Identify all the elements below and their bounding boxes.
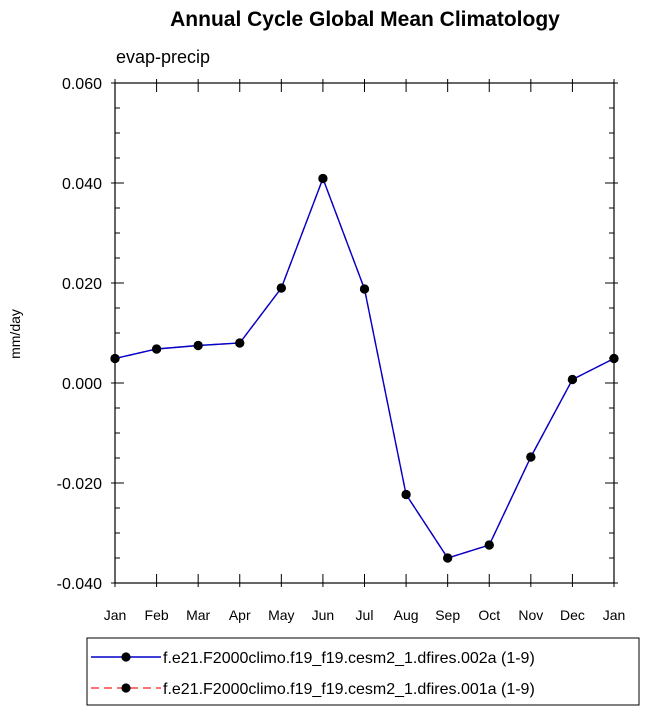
x-axis: Jan Feb Mar Apr May Jun Jul Aug Sep Oct Nov Dec Jan: [104, 79, 626, 623]
legend-box: [86, 637, 640, 706]
y-axis-label: mm/day: [7, 309, 23, 359]
plot-frame: [114, 82, 615, 584]
x-tick-label: Aug: [394, 607, 419, 623]
data-point-series-2: [401, 489, 411, 500]
x-tick-label: Jan: [104, 607, 127, 623]
x-tick-label: Jul: [356, 607, 374, 623]
series-lines: [114, 176, 615, 559]
x-tick-label: Dec: [560, 607, 585, 623]
series-line-2: [114, 176, 615, 559]
x-tick-label: Sep: [435, 607, 460, 623]
x-tick-label: Mar: [186, 607, 210, 623]
data-point-series-2: [526, 452, 536, 462]
series-points: [110, 173, 619, 563]
chart-title: Annual Cycle Global Mean Climatology: [170, 8, 560, 31]
legend-marker-1: [121, 652, 131, 662]
data-point-series-2: [567, 374, 578, 385]
legend-label-2: f.e21.F2000climo.f19_f19.cesm2_1.dfires.…: [163, 681, 535, 698]
x-tick-label: Oct: [478, 607, 500, 623]
chart-subtitle: evap-precip: [116, 47, 210, 67]
legend: f.e21.F2000climo.f19_f19.cesm2_1.dfires.…: [86, 637, 640, 706]
x-tick-label: Jan: [603, 607, 626, 623]
data-point-series-2: [276, 283, 286, 293]
x-tick-label: Jun: [312, 607, 335, 623]
data-point-series-2: [484, 540, 494, 550]
series-line-1: [114, 176, 615, 559]
data-point-series-2: [318, 173, 328, 184]
y-tick-label: -0.020: [57, 476, 102, 493]
x-tick-label: Apr: [229, 607, 251, 623]
y-tick-label: 0.040: [62, 176, 102, 193]
y-tick-label: -0.040: [57, 576, 102, 593]
y-axis: -0.040 -0.020 0.000 0.020 0.040 0.060: [57, 76, 618, 593]
x-tick-label: Feb: [145, 607, 169, 623]
data-point-series-2: [443, 553, 453, 563]
data-point-series-2: [193, 340, 203, 351]
y-tick-label: 0.060: [62, 76, 102, 93]
x-tick-label: May: [268, 607, 294, 623]
y-tick-label: 0.000: [62, 376, 102, 393]
x-tick-label: Nov: [518, 607, 543, 623]
y-tick-label: 0.020: [62, 276, 102, 293]
data-point-series-2: [235, 338, 245, 348]
data-point-series-2: [151, 344, 162, 354]
data-point-series-2: [359, 284, 370, 294]
legend-label-1: f.e21.F2000climo.f19_f19.cesm2_1.dfires.…: [163, 650, 535, 667]
legend-marker-2: [121, 683, 131, 693]
